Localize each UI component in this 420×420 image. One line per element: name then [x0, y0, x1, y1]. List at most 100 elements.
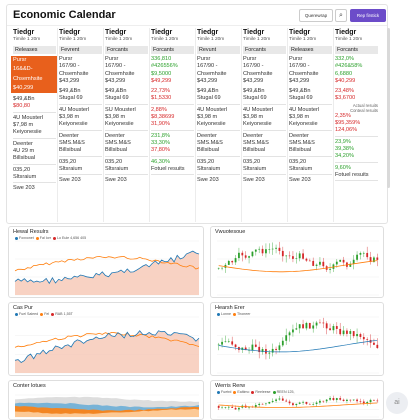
candle-body	[308, 403, 311, 405]
row-divider	[243, 155, 286, 157]
chart-title: Conter lotues	[13, 383, 46, 389]
candle-body	[217, 406, 220, 408]
chart-panel[interactable]: Vwuotesoue	[210, 226, 384, 298]
row-divider	[13, 182, 56, 184]
chart-panel[interactable]: Hewal Resulrs Foxxonet Fal lorr Lo Eule 4,6…	[8, 226, 204, 298]
calendar-cell: 035,20	[243, 158, 261, 165]
legend-label: Lo Eule 4,656 405	[56, 236, 87, 240]
column-ticker[interactable]: Tiedgr	[151, 29, 173, 36]
calendar-cell: $80,80	[13, 103, 31, 110]
candle-body	[362, 336, 365, 340]
candle-body	[376, 400, 379, 402]
chart-panel[interactable]: Werris Rerw Fuetrd Ealtimo Reeleese REEN 125…	[210, 380, 384, 420]
candle-body	[295, 403, 298, 406]
calendar-cell: Stugal 69	[105, 95, 129, 102]
calendar-cell: Swe 203	[13, 185, 35, 192]
query-dropdown[interactable]: Querewrap	[299, 9, 333, 22]
candle-body	[261, 403, 264, 405]
row-divider	[151, 174, 194, 176]
column-ticker[interactable]: Tiedgr	[197, 29, 219, 36]
candle-body	[288, 332, 291, 336]
series-line-blue	[14, 330, 200, 363]
highlighted-cell: $40,299	[11, 83, 58, 94]
legend-swatch	[51, 312, 55, 316]
row-divider	[289, 174, 332, 176]
calendar-cell: Stugal 69	[59, 95, 83, 102]
chart-panel[interactable]: Cas Pur Fuel Saleed Fel RAB 1,55T	[8, 302, 204, 376]
column-divider	[287, 28, 288, 222]
candle-body	[366, 402, 369, 404]
chart-title: Cas Pur	[13, 305, 33, 311]
candle-body	[308, 322, 311, 329]
column-category: Revunt	[197, 46, 240, 54]
assistant-bubble-icon[interactable]: ai	[386, 392, 408, 414]
candle-body	[281, 340, 284, 346]
candle-body	[275, 247, 277, 249]
search-icon[interactable]: ⌕	[335, 9, 347, 22]
candle-body	[221, 407, 223, 409]
candle-body	[346, 330, 348, 334]
candle-body	[305, 258, 308, 261]
chart-plot	[217, 240, 379, 296]
highlighted-cell: Chsemhsite	[11, 74, 58, 84]
column-ticker[interactable]: Tiedgr	[59, 29, 81, 36]
row-divider	[289, 103, 332, 105]
candle-body	[322, 261, 325, 267]
series-line-orange	[14, 331, 200, 348]
column-ticker[interactable]: Tiedgr	[289, 29, 311, 36]
row-divider	[59, 155, 102, 157]
column-category: Forcants	[335, 46, 378, 54]
candle-body	[312, 260, 315, 266]
primary-action-button[interactable]: Rep firstick	[350, 9, 386, 22]
calendar-cell: $95,359%	[335, 120, 361, 127]
row-divider	[151, 155, 194, 157]
row-divider	[13, 111, 56, 113]
candle-body	[234, 258, 237, 263]
calendar-cell: Deenter	[59, 132, 79, 139]
row-divider	[105, 129, 148, 131]
row-divider	[197, 174, 240, 176]
column-time: Timile 1 20m	[105, 37, 133, 42]
candle-body	[359, 334, 362, 337]
column-ticker[interactable]: Tiedgr	[335, 29, 357, 36]
calendar-cell: 167/90 -	[243, 63, 264, 70]
chart-panel[interactable]: Hearsh Erer Lonne Thoneer	[210, 302, 384, 376]
chart-panel[interactable]: Conter lotues	[8, 380, 204, 420]
candle-body	[241, 252, 244, 256]
candle-body	[224, 341, 227, 343]
candle-body	[292, 256, 294, 259]
calendar-cell: $3,98 m	[243, 114, 264, 121]
candle-body	[251, 344, 254, 351]
candle-body	[281, 250, 284, 257]
calendar-cell: Sltsraium	[59, 165, 83, 172]
grid-scrollbar[interactable]	[387, 28, 390, 188]
candle-body	[285, 400, 288, 402]
column-ticker[interactable]: Tiedgr	[13, 29, 35, 36]
calendar-cell: Deenter	[243, 132, 263, 139]
column-ticker[interactable]: Tiedgr	[243, 29, 265, 36]
results-annotation: Actual resuits	[352, 102, 378, 108]
calendar-cell: 332,0%	[335, 56, 354, 62]
candle-body	[339, 328, 342, 335]
calendar-cell: $43,299	[197, 77, 218, 84]
legend-swatch	[233, 312, 236, 316]
legend-label: Lonne	[221, 312, 231, 316]
candle-body	[349, 331, 352, 334]
column-ticker[interactable]: Tiedgr	[105, 29, 127, 36]
candle-body	[362, 401, 365, 404]
chart-title: Hearsh Erer	[215, 305, 245, 311]
calendar-cell: $3,6700	[335, 95, 356, 102]
chart-legend: Fuel Saleed Fel RAB 1,55T	[13, 312, 73, 316]
calendar-column: Tiedgr Timile 1 20m Forcants 332,0% #426&58%…	[335, 28, 378, 183]
calendar-cell: SMS.M&S	[197, 139, 223, 146]
calendar-cell: #426&58%	[335, 63, 363, 70]
calendar-cell: 4U Mousterl	[59, 106, 90, 113]
candle-body	[234, 407, 237, 410]
candle-body	[349, 399, 352, 401]
calendar-cell: Deenter	[289, 132, 309, 139]
candle-body	[319, 400, 321, 403]
candle-body	[315, 322, 318, 326]
calendar-cell: Billsibual	[59, 147, 82, 154]
candle-body	[254, 249, 257, 252]
candle-body	[376, 344, 379, 349]
